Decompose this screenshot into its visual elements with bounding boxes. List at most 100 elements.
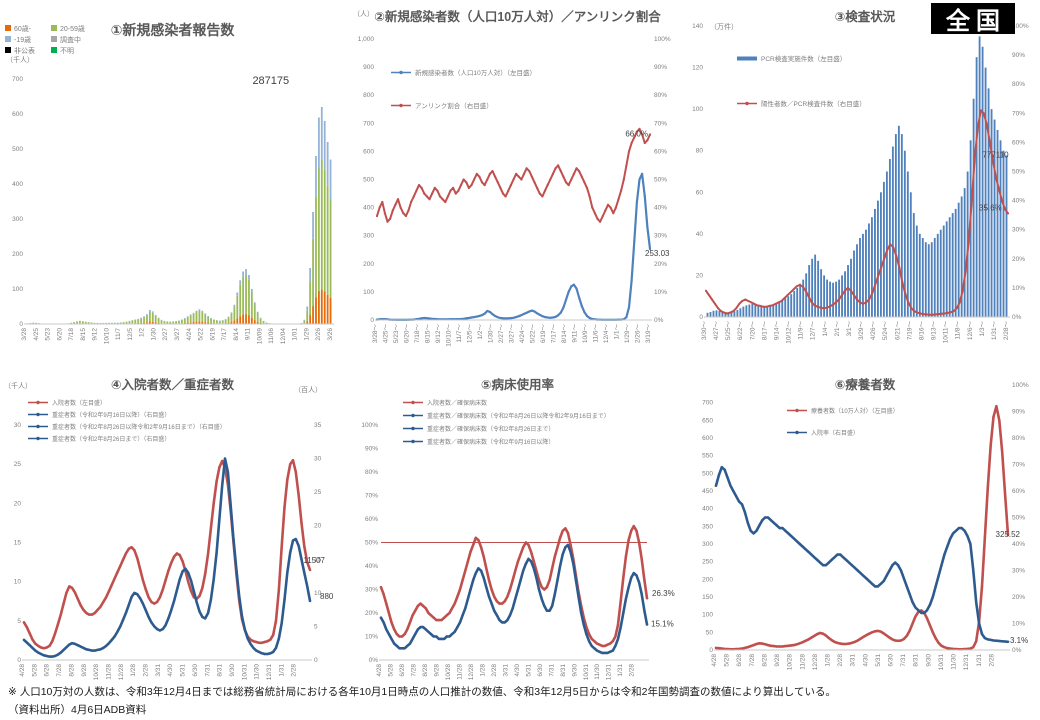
svg-text:0: 0 xyxy=(17,657,21,664)
svg-text:800: 800 xyxy=(363,92,374,99)
svg-text:8/31: 8/31 xyxy=(217,664,224,677)
axis-ticks: 700 600 500 400 300 200 100 0 xyxy=(12,76,23,328)
svg-text:5/31: 5/31 xyxy=(525,664,532,677)
chart-hospitalized-severe: ④入院者数／重症者数 30 25 20 15 10 5 0 35 30 25 20 15 10 5 0 （千人… xyxy=(0,372,345,688)
svg-text:9/30: 9/30 xyxy=(229,664,236,677)
svg-text:30: 30 xyxy=(14,422,22,429)
svg-text:10: 10 xyxy=(314,590,322,597)
legend-label: 入院者数（左目盛） xyxy=(52,399,106,407)
svg-text:10/28: 10/28 xyxy=(445,664,452,681)
svg-text:5/31: 5/31 xyxy=(180,664,187,677)
svg-text:12/7～: 12/7～ xyxy=(810,321,817,341)
svg-text:7/31: 7/31 xyxy=(900,654,907,667)
svg-text:900: 900 xyxy=(363,64,374,71)
svg-text:11/28: 11/28 xyxy=(799,654,806,670)
bars-60歳- xyxy=(26,289,332,325)
svg-text:70%: 70% xyxy=(1012,462,1025,469)
svg-text:1/3～: 1/3～ xyxy=(979,321,986,337)
x-axis-labels: 3/30～ 4/27～ 5/25～ 6/22～ 7/20～ 8/17～ 9/14～ 10/12… xyxy=(701,321,1010,344)
svg-text:1/30～: 1/30～ xyxy=(488,324,495,344)
legend-label: 調査中 xyxy=(60,35,81,44)
svg-text:0: 0 xyxy=(370,317,374,324)
svg-text:20: 20 xyxy=(14,500,22,507)
svg-text:30%: 30% xyxy=(365,587,378,594)
svg-text:20%: 20% xyxy=(654,261,667,268)
series-group xyxy=(375,127,652,321)
svg-text:1/01: 1/01 xyxy=(292,328,299,341)
svg-text:10/12～: 10/12～ xyxy=(786,321,793,344)
svg-text:550: 550 xyxy=(702,453,713,460)
legend-label: -19歳 xyxy=(14,35,31,44)
footnote-source: （資料出所）4月6日ADB資料 xyxy=(8,704,147,716)
svg-text:3/28: 3/28 xyxy=(21,328,28,341)
legend-label: 重症者数（令和2年8月26日まで）（右目盛） xyxy=(52,435,170,443)
svg-text:5/22～: 5/22～ xyxy=(530,324,537,344)
svg-text:12/5～: 12/5～ xyxy=(467,324,474,344)
svg-text:6/20: 6/20 xyxy=(56,328,63,341)
svg-text:6/30: 6/30 xyxy=(192,664,199,677)
chart-recuperating-plot: 7006506005505004504003503002502001501005… xyxy=(702,382,1029,670)
svg-text:8/28: 8/28 xyxy=(761,654,768,667)
svg-text:1/30: 1/30 xyxy=(150,328,157,341)
svg-text:70%: 70% xyxy=(654,120,667,127)
svg-text:4/25: 4/25 xyxy=(33,328,40,341)
svg-text:9/28: 9/28 xyxy=(81,664,88,677)
axis-ticks: 30 25 20 15 10 5 0 35 30 25 20 15 10 5 0 xyxy=(14,422,322,664)
series-group xyxy=(379,524,649,655)
chart-new-cases-per-100k: ②新規感染者数（人口10万人対）／アンリンク割合 1,000 900 800 700 6… xyxy=(345,0,690,372)
legend-label: 重症者数／確保病床数（令和2年8月26日まで） xyxy=(427,425,554,433)
svg-text:9/11～: 9/11～ xyxy=(572,324,579,343)
svg-text:6/30: 6/30 xyxy=(537,664,544,677)
svg-text:500: 500 xyxy=(702,470,713,477)
data-label: 880 xyxy=(320,592,334,601)
svg-text:12/31: 12/31 xyxy=(266,664,273,681)
svg-text:4/30: 4/30 xyxy=(514,664,521,677)
legend-dot-marker xyxy=(36,424,40,429)
svg-text:3/26: 3/26 xyxy=(327,328,334,341)
series-group xyxy=(714,404,1010,651)
svg-text:4/24: 4/24 xyxy=(186,328,193,341)
x-axis-labels: 3/28～ 4/25～ 5/23～ 6/20～ 7/18～ 8/15～ 9/12～ 10/10… xyxy=(372,324,652,347)
data-label: 26.3% xyxy=(652,589,675,598)
svg-text:100: 100 xyxy=(363,289,374,296)
svg-text:4/28: 4/28 xyxy=(19,664,26,677)
svg-text:6/21～: 6/21～ xyxy=(894,321,901,341)
svg-text:5/28: 5/28 xyxy=(387,664,394,677)
svg-text:10/09: 10/09 xyxy=(256,328,263,345)
svg-text:10%: 10% xyxy=(1012,285,1025,292)
line-入院率 xyxy=(714,465,1010,644)
line-入院者数／確保病床数 xyxy=(379,524,649,648)
svg-text:4/26～: 4/26～ xyxy=(870,321,877,341)
svg-text:200: 200 xyxy=(12,251,23,258)
svg-text:600: 600 xyxy=(363,148,374,155)
svg-text:500: 500 xyxy=(363,177,374,184)
legend-dot-marker xyxy=(411,439,415,444)
svg-text:11/28: 11/28 xyxy=(105,664,112,680)
svg-text:650: 650 xyxy=(702,417,713,424)
svg-text:200: 200 xyxy=(702,576,713,583)
footnote-population-note: ※ 人口10万対の人数は、令和3年12月4日までは総務省統計局における各年10月… xyxy=(8,686,836,698)
svg-text:2/27～: 2/27～ xyxy=(498,324,505,344)
svg-text:8/31: 8/31 xyxy=(560,664,567,677)
legend-dot-marker xyxy=(399,103,403,108)
svg-text:20: 20 xyxy=(696,272,704,279)
svg-text:5/23: 5/23 xyxy=(45,328,52,341)
svg-text:2/28: 2/28 xyxy=(837,654,844,667)
data-label: 287175 xyxy=(252,75,289,87)
svg-text:7/31: 7/31 xyxy=(548,664,555,677)
svg-text:12/28: 12/28 xyxy=(468,664,475,681)
svg-text:3/27: 3/27 xyxy=(174,328,181,341)
line-新規感染者数（人口10万人対） xyxy=(375,172,652,321)
svg-text:5: 5 xyxy=(314,623,318,630)
svg-text:1/2: 1/2 xyxy=(139,328,146,337)
x-axis-labels: 4/28 5/28 6/28 7/28 8/28 9/28 10/28 11/28 12/28 1… xyxy=(19,664,298,681)
svg-text:400: 400 xyxy=(702,506,713,513)
svg-text:0: 0 xyxy=(314,657,318,664)
svg-text:10/28: 10/28 xyxy=(93,664,100,681)
svg-text:5: 5 xyxy=(17,618,21,625)
svg-text:8/14: 8/14 xyxy=(233,328,240,341)
svg-text:1/29: 1/29 xyxy=(303,328,310,341)
svg-text:2/28: 2/28 xyxy=(988,654,995,667)
svg-text:3/31: 3/31 xyxy=(850,654,857,667)
chart-title-hospitalized-severe: ④入院者数／重症者数 xyxy=(110,378,235,392)
